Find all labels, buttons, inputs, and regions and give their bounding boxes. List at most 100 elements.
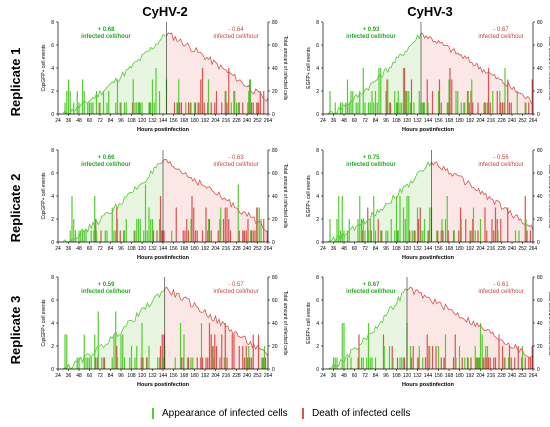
appearance-bar bbox=[192, 357, 194, 369]
appearance-bar bbox=[115, 230, 117, 242]
death-bar bbox=[431, 346, 434, 369]
appearance-bar bbox=[260, 219, 262, 242]
x-tick-label: 48 bbox=[341, 118, 347, 124]
death-bar bbox=[159, 346, 162, 369]
x-axis-label: Hours postinfection bbox=[137, 255, 190, 261]
death-bar bbox=[221, 102, 223, 114]
death-bar bbox=[440, 357, 442, 369]
appearance-bar bbox=[248, 91, 250, 114]
death-bar bbox=[500, 102, 502, 114]
y-tick-label: 4 bbox=[51, 194, 54, 200]
x-tick-label: 228 bbox=[232, 118, 241, 124]
death-bar bbox=[403, 68, 406, 114]
appearance-bar bbox=[350, 91, 352, 114]
x-tick-label: 72 bbox=[97, 118, 103, 124]
death-bar bbox=[438, 79, 441, 114]
x-tick-label: 228 bbox=[497, 118, 506, 124]
y-tick-label: 8 bbox=[51, 20, 54, 26]
x-tick-label: 204 bbox=[211, 373, 220, 379]
y2-tick-label: 0 bbox=[537, 367, 540, 373]
y-axis-label: EGFP+ cell events bbox=[306, 47, 312, 89]
death-bar bbox=[180, 102, 183, 114]
death-bar bbox=[163, 334, 165, 369]
x-tick-label: 84 bbox=[373, 373, 379, 379]
appearance-bar bbox=[485, 346, 487, 369]
appearance-bar bbox=[150, 219, 152, 242]
appearance-bar bbox=[448, 79, 450, 114]
x-tick-label: 252 bbox=[253, 118, 262, 124]
x-tick-label: 120 bbox=[403, 246, 412, 252]
appearance-bar bbox=[83, 91, 85, 114]
death-bar bbox=[140, 357, 142, 369]
appearance-bar bbox=[357, 357, 359, 369]
death-bar bbox=[201, 68, 204, 114]
appearance-bar bbox=[87, 357, 89, 369]
x-tick-label: 36 bbox=[331, 246, 337, 252]
appearance-bar bbox=[190, 102, 192, 114]
column-title-cyhv2: CyHV-2 bbox=[142, 4, 188, 19]
x-tick-label: 144 bbox=[424, 373, 433, 379]
appearance-bar bbox=[392, 357, 394, 369]
y2-tick-label: 40 bbox=[537, 321, 543, 327]
death-bar bbox=[405, 91, 407, 114]
y2-tick-label: 60 bbox=[537, 171, 543, 177]
death-bar bbox=[508, 346, 511, 369]
y-tick-label: 6 bbox=[51, 171, 54, 177]
death-bar bbox=[521, 357, 523, 369]
appearance-bar bbox=[85, 357, 87, 369]
y-tick-label: 6 bbox=[51, 43, 54, 49]
appearance-bar bbox=[455, 357, 457, 369]
death-bar bbox=[207, 357, 209, 369]
appearance-bar bbox=[362, 219, 364, 242]
death-bar bbox=[442, 230, 444, 242]
death-bar bbox=[501, 346, 504, 369]
x-axis-label: Hours postinfection bbox=[402, 127, 455, 133]
death-bar bbox=[263, 219, 265, 242]
death-bar bbox=[454, 334, 456, 369]
x-tick-label: 240 bbox=[243, 118, 252, 124]
death-bar bbox=[242, 230, 244, 242]
death-bar bbox=[459, 207, 462, 242]
appearance-bar bbox=[380, 68, 382, 114]
appearance-bar bbox=[115, 102, 117, 114]
death-bar bbox=[119, 230, 121, 242]
death-bar bbox=[201, 230, 204, 242]
appearance-bar bbox=[134, 357, 136, 369]
appearance-bar bbox=[151, 219, 154, 242]
appearance-bar bbox=[441, 219, 443, 242]
x-tick-label: 96 bbox=[383, 118, 389, 124]
y-tick-label: 8 bbox=[316, 275, 319, 281]
appearance-bar bbox=[113, 230, 115, 242]
y2-tick-label: 60 bbox=[272, 43, 278, 49]
x-tick-label: 228 bbox=[232, 246, 241, 252]
death-bar bbox=[229, 230, 232, 242]
rate-down-value: - 0.57 bbox=[228, 282, 244, 288]
appearance-bar bbox=[443, 357, 445, 369]
x-tick-label: 36 bbox=[331, 118, 337, 124]
x-tick-label: 168 bbox=[180, 118, 189, 124]
y-axis-label: CqsGFP+ cell events bbox=[41, 299, 47, 347]
death-bar bbox=[367, 207, 369, 242]
row-title-replicate-3: Replicate 3 bbox=[8, 295, 23, 365]
y2-tick-label: 80 bbox=[272, 148, 278, 154]
death-bar bbox=[138, 102, 141, 114]
death-bar bbox=[447, 230, 449, 242]
appearance-bar bbox=[497, 230, 499, 242]
rate-down-value: - 0.61 bbox=[493, 282, 509, 288]
appearance-bar bbox=[525, 219, 527, 242]
appearance-bar bbox=[402, 207, 405, 242]
appearance-bar bbox=[151, 79, 154, 114]
appearance-bar bbox=[483, 102, 485, 114]
appearance-bar bbox=[464, 357, 466, 369]
x-axis-label: Hours postinfection bbox=[402, 382, 455, 388]
death-bar bbox=[259, 91, 261, 114]
y2-axis-label: Total amount of infected cells bbox=[547, 36, 550, 101]
appearance-bar bbox=[499, 91, 501, 114]
appearance-bar bbox=[141, 102, 143, 114]
appearance-bar bbox=[234, 91, 236, 114]
death-bar bbox=[242, 346, 244, 369]
x-tick-label: 24 bbox=[320, 246, 326, 252]
rate-down-label: infected cell/hour bbox=[478, 162, 523, 168]
appearance-bar bbox=[374, 230, 377, 242]
